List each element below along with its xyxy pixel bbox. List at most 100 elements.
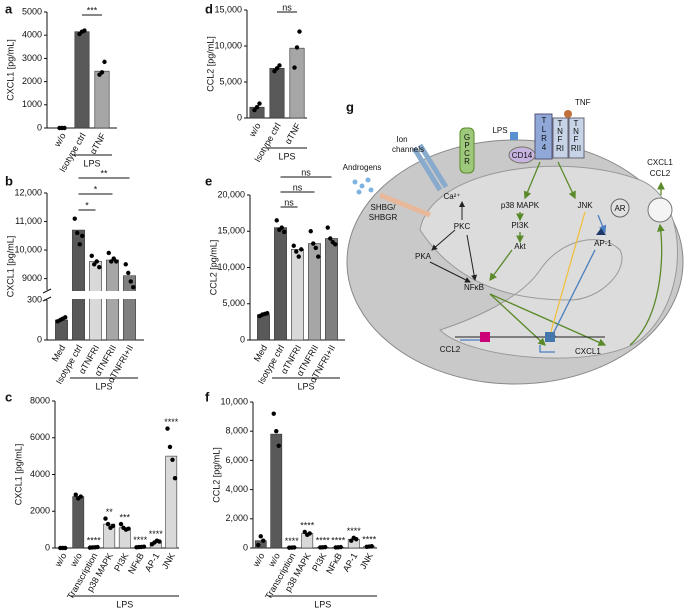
data-point	[257, 101, 261, 105]
x-tick-label: NFκB	[324, 551, 344, 575]
y-tick-label: 8000	[30, 395, 50, 405]
significance: ****	[87, 535, 102, 545]
data-point	[265, 311, 269, 315]
data-point	[277, 63, 281, 67]
data-point	[142, 545, 146, 549]
data-point	[95, 259, 99, 263]
data-point	[308, 531, 312, 535]
data-point	[126, 527, 130, 531]
data-point	[292, 545, 296, 549]
x-tick-label: αTNF	[283, 121, 303, 146]
x-tick-label: αTNF	[88, 131, 108, 156]
data-point	[165, 426, 169, 430]
data-point	[80, 234, 84, 238]
y-tick-label: 10,000	[14, 244, 42, 254]
bar	[290, 48, 304, 118]
data-point	[297, 254, 301, 258]
bracket-label: **	[100, 168, 108, 178]
label: CXCL1	[575, 347, 601, 356]
data-point	[63, 315, 67, 319]
label: SHBGR	[369, 213, 398, 222]
bar	[106, 260, 118, 340]
label: RI	[556, 144, 564, 153]
diagram: g LPS TNF T L R 4 T N F RI T N F RII CD1…	[343, 98, 683, 384]
label: channels	[392, 145, 424, 154]
data-point	[79, 494, 83, 498]
label: SHBG/	[371, 203, 397, 212]
label: Androgens	[343, 163, 382, 172]
data-point	[74, 493, 78, 497]
y-tick-label: 8,000	[225, 426, 248, 436]
label: TNF	[575, 98, 591, 107]
data-point	[256, 543, 260, 547]
label: L	[542, 125, 547, 134]
panel-letter: a	[5, 1, 13, 16]
data-point	[326, 225, 330, 229]
data-point	[95, 545, 99, 549]
data-point	[102, 60, 106, 64]
promoter	[480, 332, 490, 342]
bar	[75, 32, 89, 128]
data-point	[259, 534, 263, 538]
data-point	[333, 242, 337, 246]
data-point	[124, 262, 128, 266]
significance: ****	[133, 535, 148, 545]
label: Akt	[514, 242, 526, 251]
label: AP-1	[594, 239, 612, 248]
y-tick-label: 12,000	[14, 187, 42, 197]
bar	[274, 228, 286, 340]
y-tick-label: 10,000	[214, 40, 242, 50]
y-tick-label: 0	[237, 112, 242, 122]
data-point	[316, 254, 320, 258]
y-tick-label: 10,000	[217, 262, 245, 272]
y-tick-label: 15,000	[217, 226, 245, 236]
y-tick-label: 300	[27, 294, 42, 304]
data-point	[129, 279, 133, 283]
label: PKA	[415, 252, 432, 261]
data-point	[103, 516, 107, 520]
y-tick-label: 0	[243, 542, 248, 552]
significance: ***	[119, 512, 130, 522]
x-tick-label: AP-1	[341, 551, 360, 573]
significance: ****	[362, 535, 377, 545]
data-point	[294, 249, 298, 253]
group-label: LPS	[116, 599, 133, 609]
y-tick-label: 11,000	[15, 216, 42, 226]
bar	[95, 71, 109, 128]
y-axis-title: CXCL1 [pg/mL]	[5, 39, 15, 101]
data-point	[73, 216, 77, 220]
data-point	[280, 225, 284, 229]
data-point	[255, 105, 259, 109]
data-point	[107, 251, 111, 255]
y-tick-label: 4,000	[225, 484, 248, 494]
significance: ****	[164, 417, 179, 427]
label: F	[558, 135, 563, 144]
vesicle	[648, 198, 672, 222]
panel-letter: d	[205, 1, 213, 16]
data-point	[97, 265, 101, 269]
y-tick-label: 15,000	[214, 4, 242, 14]
data-point	[82, 28, 86, 32]
data-point	[170, 458, 174, 462]
label: CD14	[512, 151, 533, 160]
data-point	[297, 29, 301, 33]
label: AR	[614, 204, 625, 213]
significance: **	[106, 507, 114, 517]
data-point	[168, 445, 172, 449]
data-point	[292, 244, 296, 248]
label: PI3K	[511, 221, 529, 230]
promoter	[545, 332, 555, 342]
label: NFκB	[464, 283, 484, 292]
bracket-label: ***	[87, 5, 98, 15]
data-point	[272, 411, 276, 415]
data-point	[63, 546, 67, 550]
panel-letter: b	[5, 173, 13, 188]
panel-letter: f	[205, 389, 210, 404]
y-tick-label: 4000	[22, 30, 42, 40]
label: LPS	[492, 126, 507, 135]
panel-letter: c	[5, 389, 12, 404]
